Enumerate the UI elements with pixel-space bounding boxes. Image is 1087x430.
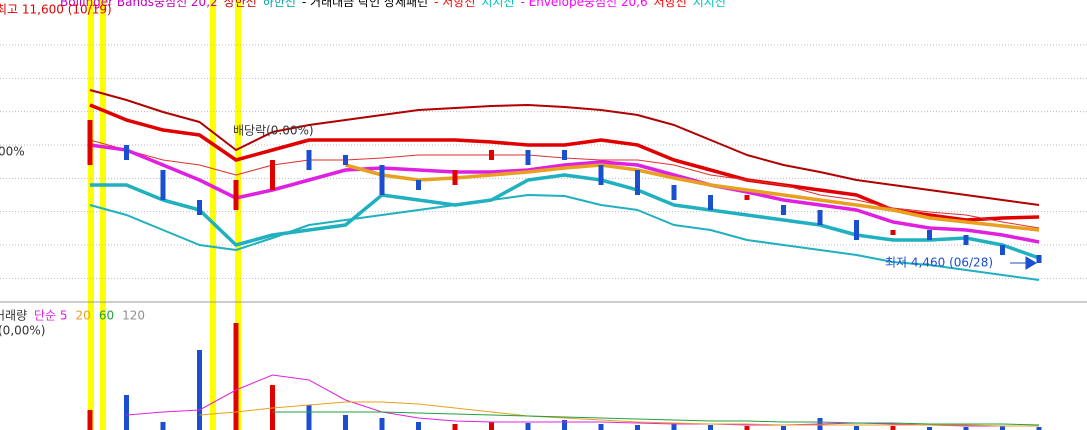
annotation: 최고 11,600 (10/19) (0, 3, 112, 17)
volume-ma-line (272, 411, 1040, 426)
annotation: 00% (0, 145, 25, 159)
candle-body (343, 155, 348, 165)
indicator-line (90, 173, 1040, 260)
volume-bar (598, 424, 604, 430)
candle-body (671, 185, 677, 200)
indicator-line (89, 143, 1040, 244)
candle-body (781, 205, 786, 215)
volume-bar (160, 422, 166, 430)
candle-body (817, 210, 823, 225)
volume-bar (671, 424, 677, 430)
volume-ma-line (126, 374, 1039, 427)
candle-body (306, 150, 312, 170)
candle-body (525, 150, 531, 165)
candle-body (233, 180, 239, 210)
volume-bar (963, 427, 969, 430)
volume-bar (306, 405, 312, 430)
legend-item: 하한선 (263, 0, 296, 9)
candle-body (890, 230, 896, 235)
candle-body (197, 200, 202, 215)
volume-bar (854, 426, 859, 430)
candle-body (708, 195, 713, 210)
candle-body (744, 195, 750, 200)
annotation: 최저 4,460 (06/28) (885, 256, 993, 270)
volume-bar (1036, 427, 1042, 430)
legend-item: 지지선 (481, 0, 514, 9)
indicator-line (345, 163, 1040, 232)
highlight (88, 0, 94, 430)
highlight (210, 0, 216, 430)
candle-body (124, 145, 129, 160)
volume-bar (635, 425, 640, 430)
volume-bar (87, 410, 93, 430)
legend-item: - 저항선 (434, 0, 475, 9)
legend-item: 20 (76, 309, 91, 323)
legend-item: 120 (122, 309, 145, 323)
candle-body (562, 150, 567, 160)
candle-body (416, 180, 421, 190)
candle-body (87, 120, 93, 165)
candle-body (635, 170, 640, 195)
highlight (100, 0, 106, 430)
legend-item: 60 (99, 309, 114, 323)
candle-body (160, 170, 166, 200)
volume-bar (781, 426, 786, 430)
volume-bar (708, 425, 713, 430)
volume-bar (744, 426, 750, 430)
candle-body (927, 230, 932, 240)
volume-bar (124, 395, 129, 430)
volume-subtitle: (0,00%) (0, 324, 45, 338)
volume-ma-line (199, 401, 1039, 427)
indicator-line (89, 89, 1040, 206)
legend-item: 상한선 (224, 0, 257, 9)
legend-item: 저항선 (654, 0, 687, 9)
candle-body (1036, 255, 1042, 263)
candle-body (598, 165, 604, 185)
volume-title: 거래량 (0, 309, 27, 323)
indicator-line (89, 194, 1040, 281)
candle-body (379, 165, 385, 195)
legend-item: 단순 5 (34, 309, 68, 323)
candle-body (1000, 245, 1005, 255)
legend-item: Bollinger Bands중심선 20,2 (60, 0, 218, 9)
volume-bar (890, 426, 896, 430)
candle-body (270, 160, 275, 190)
candle-body (452, 170, 458, 185)
volume-bar (525, 423, 531, 430)
candle-body (489, 150, 494, 160)
volume-bar (343, 415, 348, 430)
volume-bar (562, 420, 567, 430)
highlight (235, 0, 241, 430)
candle-body (854, 220, 859, 240)
volume-bar (927, 427, 932, 430)
volume-bar (489, 422, 494, 430)
legend-item: - 거래대금 락인 상세패턴 (302, 0, 428, 9)
volume-bar (1000, 426, 1005, 430)
volume-bar (197, 350, 202, 430)
volume-bar (379, 418, 385, 430)
volume-bar (416, 422, 421, 430)
low-arrow (1010, 256, 1037, 270)
volume-bar (452, 424, 458, 430)
annotation: 배당락(0.00%) (233, 124, 314, 138)
legend-item: - Envelope중심선 20,6 (520, 0, 647, 9)
legend-item: 지지선 (693, 0, 726, 9)
legend: Bollinger Bands중심선 20,2 상한선 하한선 - 거래대금 락인 상… (60, 0, 726, 9)
volume-bar (233, 323, 239, 430)
candle-body (963, 235, 969, 245)
